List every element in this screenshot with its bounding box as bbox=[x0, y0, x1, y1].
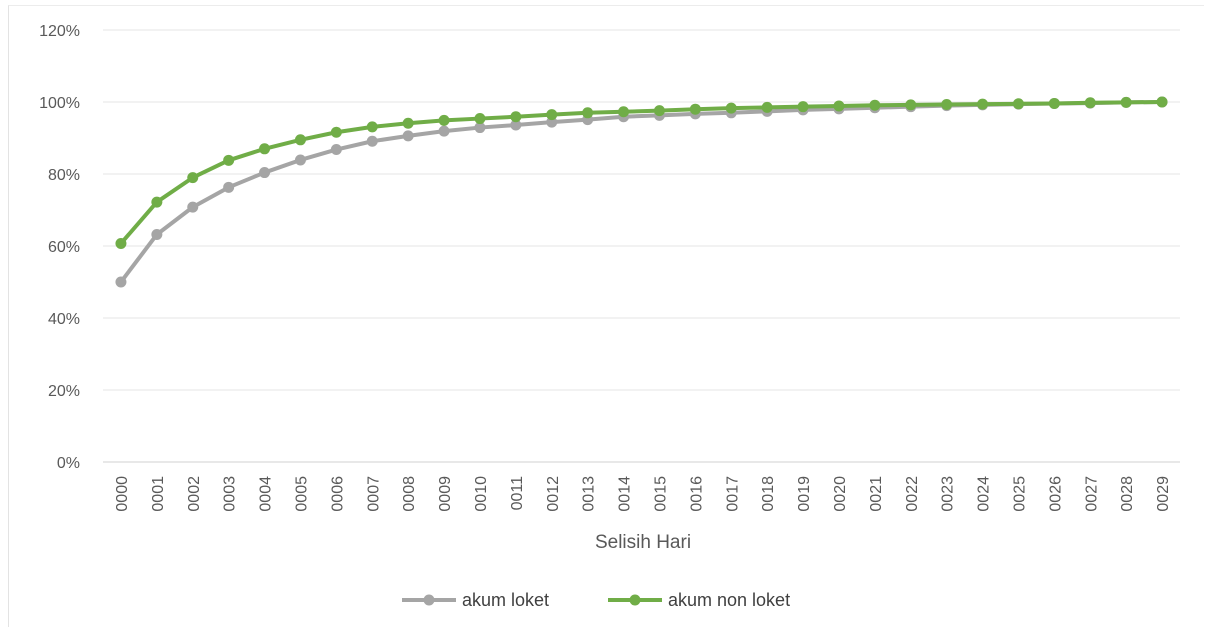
x-tick-label: 0001 bbox=[150, 476, 167, 512]
data-point bbox=[869, 99, 881, 111]
data-point bbox=[1120, 96, 1132, 108]
data-point bbox=[1084, 97, 1096, 109]
x-tick-label: 0004 bbox=[258, 476, 275, 512]
data-point bbox=[115, 237, 127, 249]
data-point bbox=[259, 143, 271, 155]
data-point bbox=[402, 130, 414, 142]
x-tick-label: 0003 bbox=[222, 476, 239, 512]
data-point bbox=[366, 121, 378, 133]
data-point bbox=[330, 144, 342, 156]
data-point bbox=[546, 109, 558, 121]
series-akum-loket bbox=[115, 96, 1168, 288]
data-point bbox=[223, 154, 235, 166]
x-tick-label: 0010 bbox=[473, 476, 490, 512]
y-tick-label: 120% bbox=[39, 23, 80, 40]
legend-label: akum loket bbox=[462, 590, 549, 610]
x-tick-label: 0002 bbox=[186, 476, 203, 512]
data-point bbox=[618, 106, 630, 118]
data-point bbox=[1012, 98, 1024, 110]
data-point bbox=[223, 181, 235, 193]
data-point bbox=[115, 276, 127, 288]
legend-marker bbox=[629, 594, 641, 606]
data-point bbox=[905, 99, 917, 111]
data-point bbox=[187, 172, 199, 184]
series-line bbox=[118, 100, 1165, 246]
data-point bbox=[294, 154, 306, 166]
x-tick-label: 0026 bbox=[1047, 476, 1064, 512]
legend: akum loket akum non loket bbox=[402, 590, 790, 610]
data-point bbox=[366, 135, 378, 147]
x-tick-label: 0019 bbox=[796, 476, 813, 512]
data-point bbox=[474, 113, 486, 125]
data-point bbox=[438, 114, 450, 126]
data-point bbox=[1048, 97, 1060, 109]
x-tick-label: 0015 bbox=[652, 476, 669, 512]
data-point bbox=[294, 134, 306, 146]
data-point bbox=[761, 101, 773, 113]
x-tick-label: 0005 bbox=[293, 476, 310, 512]
data-point bbox=[330, 126, 342, 138]
y-tick-label: 0% bbox=[57, 455, 80, 472]
data-point bbox=[151, 228, 163, 240]
data-point bbox=[725, 102, 737, 114]
data-point bbox=[1156, 96, 1168, 108]
data-point bbox=[833, 100, 845, 112]
x-axis-title: Selisih Hari bbox=[595, 532, 691, 553]
data-point bbox=[797, 101, 809, 113]
data-point bbox=[474, 122, 486, 134]
x-tick-label: 0021 bbox=[868, 476, 885, 512]
y-tick-label: 100% bbox=[39, 95, 80, 112]
data-point bbox=[510, 119, 522, 131]
x-tick-label: 0020 bbox=[832, 476, 849, 512]
data-point bbox=[259, 167, 271, 179]
x-tick-label: 0025 bbox=[1011, 476, 1028, 512]
x-tick-label: 0009 bbox=[437, 476, 454, 512]
data-point bbox=[546, 116, 558, 128]
y-tick-label: 40% bbox=[48, 311, 80, 328]
x-tick-label: 0027 bbox=[1083, 476, 1100, 512]
data-point bbox=[510, 111, 522, 123]
data-point bbox=[689, 103, 701, 115]
x-tick-label: 0013 bbox=[581, 476, 598, 512]
x-tick-label: 0017 bbox=[724, 476, 741, 512]
series-lines bbox=[115, 96, 1168, 288]
x-tick-label: 0014 bbox=[617, 476, 634, 512]
x-tick-label: 0008 bbox=[401, 476, 418, 512]
y-axis-ticks: 0% 20% 40% 60% 80% 100% 120% bbox=[39, 23, 80, 472]
data-point bbox=[582, 107, 594, 119]
x-tick-label: 0029 bbox=[1155, 476, 1172, 512]
x-tick-label: 0028 bbox=[1119, 476, 1136, 512]
chart-area bbox=[8, 5, 1204, 627]
x-tick-label: 0018 bbox=[760, 476, 777, 512]
data-point bbox=[438, 125, 450, 137]
x-tick-label: 0007 bbox=[365, 476, 382, 512]
x-tick-label: 0016 bbox=[688, 476, 705, 512]
data-point bbox=[151, 196, 163, 208]
y-tick-label: 60% bbox=[48, 239, 80, 256]
x-tick-label: 0022 bbox=[904, 476, 921, 512]
series-line bbox=[118, 100, 1165, 284]
y-tick-label: 20% bbox=[48, 383, 80, 400]
legend-item: akum non loket bbox=[608, 590, 790, 610]
x-tick-label: 0011 bbox=[509, 476, 526, 511]
x-tick-label: 0012 bbox=[545, 476, 562, 512]
legend-label: akum non loket bbox=[668, 590, 790, 610]
x-tick-label: 0023 bbox=[940, 476, 957, 512]
legend-marker bbox=[423, 594, 435, 606]
data-point bbox=[187, 201, 199, 213]
legend-item: akum loket bbox=[402, 590, 549, 610]
series-akum-non-loket bbox=[115, 96, 1168, 249]
x-axis-ticks: 0000 0001 0002 0003 0004 0005 0006 0007 0008 0009… bbox=[114, 476, 1172, 512]
y-tick-label: 80% bbox=[48, 167, 80, 184]
data-point bbox=[977, 98, 989, 110]
data-point bbox=[402, 117, 414, 129]
x-tick-label: 0024 bbox=[976, 476, 993, 512]
gridlines bbox=[103, 29, 1180, 463]
x-tick-label: 0006 bbox=[329, 476, 346, 512]
data-point bbox=[941, 99, 953, 111]
x-tick-label: 0000 bbox=[114, 476, 131, 512]
data-point bbox=[653, 105, 665, 117]
